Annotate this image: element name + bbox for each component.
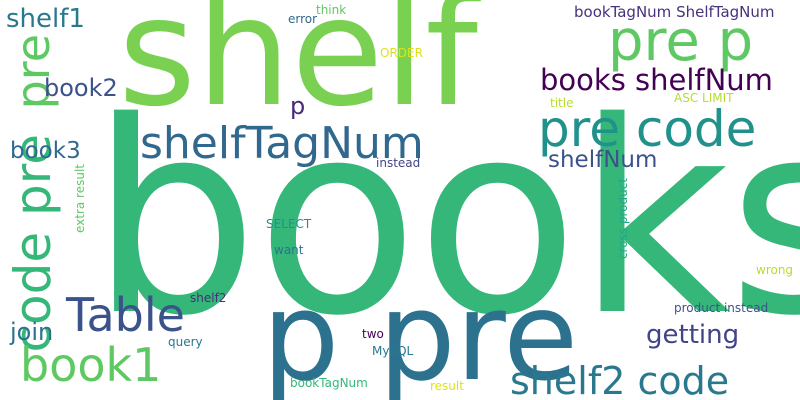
word-book3: book3 (10, 138, 81, 164)
word-shelf2-small: shelf2 (190, 291, 227, 305)
word-book1: book1 (20, 338, 162, 392)
word-product-instead: product instead (674, 301, 769, 315)
word-SELECT: SELECT (266, 217, 312, 231)
word-error: error (288, 12, 318, 26)
word-instead: instead (376, 156, 421, 170)
word-bookTagNum: bookTagNum (290, 376, 368, 390)
word-getting: getting (646, 320, 740, 350)
word-shelf1: shelf1 (6, 4, 85, 34)
word-result: result (430, 379, 464, 393)
word-p-small: p (290, 92, 306, 120)
word-extra-result: extra result (73, 164, 87, 234)
word-want: want (274, 243, 304, 257)
word-join: join (10, 318, 54, 346)
word-ASC-LIMIT: ASC LIMIT (674, 91, 734, 105)
word-shelf-large: shelf (118, 0, 478, 140)
word-MySQL: MySQL (372, 344, 414, 358)
word-think: think (316, 3, 347, 17)
word-shelf2-code: shelf2 code (510, 359, 730, 400)
word-book2: book2 (44, 74, 118, 102)
word-bookTagNum-ShelfTagNum: bookTagNum ShelfTagNum (574, 3, 775, 21)
word-pre-code-right: pre code (538, 100, 757, 158)
word-query: query (168, 335, 203, 349)
word-table: Table (66, 288, 185, 342)
word-title: title (550, 96, 574, 110)
word-two: two (362, 327, 384, 341)
word-p-pre: p pre (262, 266, 579, 400)
word-books: books (90, 66, 800, 374)
word-books-shelfNum: books shelfNum (540, 63, 773, 97)
word-shelfTagNum: shelfTagNum (140, 118, 424, 169)
word-wrong: wrong (756, 263, 794, 277)
word-pre-p: pre p (608, 9, 754, 74)
word-cross-product: cross product (616, 178, 630, 260)
word-ORDER: ORDER (380, 46, 423, 60)
word-shelfNum: shelfNum (548, 147, 658, 173)
